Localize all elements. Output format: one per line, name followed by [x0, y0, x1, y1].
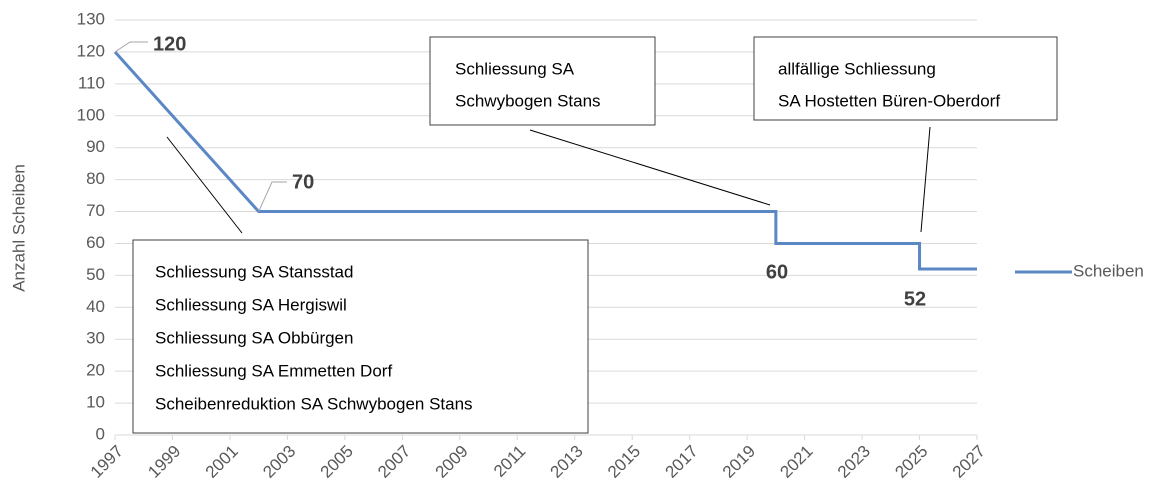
- annotation-text: Schwybogen Stans: [455, 91, 601, 110]
- x-tick-label: 2013: [547, 442, 587, 482]
- data-label: 70: [292, 171, 314, 193]
- data-label: 52: [904, 288, 926, 310]
- x-tick-label: 2001: [202, 442, 242, 482]
- y-tick-label: 30: [86, 329, 105, 348]
- y-tick-label: 20: [86, 361, 105, 380]
- annotation-text: SA Hostetten Büren-Oberdorf: [778, 91, 1000, 110]
- y-tick-label: 0: [96, 424, 105, 443]
- x-tick-label: 2025: [891, 442, 931, 482]
- x-tick-label: 2007: [374, 442, 414, 482]
- annotation-text: Schliessung SA Obbürgen: [155, 328, 353, 347]
- leader-line: [114, 41, 148, 53]
- y-axis-label: Anzahl Scheiben: [9, 164, 28, 292]
- x-tick-label: 2021: [776, 442, 816, 482]
- annotation-box: [753, 36, 1058, 121]
- callout-line: [166, 136, 243, 234]
- annotation-text: Schliessung SA Emmetten Dorf: [155, 361, 392, 380]
- x-tick-label: 1999: [144, 442, 184, 482]
- annotation-box: [132, 239, 589, 434]
- x-tick-label: 1997: [87, 442, 127, 482]
- annotation-text: Schliessung SA Stansstad: [155, 262, 353, 281]
- callout-line: [529, 129, 771, 206]
- data-label: 60: [766, 261, 788, 283]
- y-tick-label: 80: [86, 169, 105, 188]
- callout-line: [920, 126, 931, 233]
- x-tick-label: 2017: [661, 442, 701, 482]
- x-tick-label: 2023: [834, 442, 874, 482]
- annotation-text: Schliessung SA Hergiswil: [155, 295, 347, 314]
- annotation-text: Schliessung SA: [455, 59, 575, 78]
- x-tick-label: 2005: [317, 442, 357, 482]
- data-label: 120: [153, 33, 186, 55]
- x-tick-label: 2019: [719, 442, 759, 482]
- y-tick-label: 110: [78, 73, 105, 92]
- y-tick-label: 40: [86, 297, 105, 316]
- legend-label: Scheiben: [1073, 261, 1144, 280]
- x-tick-label: 2003: [259, 442, 299, 482]
- x-tick-label: 2009: [432, 442, 472, 482]
- annotation-text: allfällige Schliessung: [778, 59, 936, 78]
- x-tick-label: 2015: [604, 442, 644, 482]
- x-tick-label: 2027: [949, 442, 989, 482]
- y-tick-label: 100: [77, 105, 105, 124]
- x-tick-label: 2011: [490, 442, 529, 481]
- y-tick-label: 70: [86, 201, 105, 220]
- y-tick-label: 120: [77, 41, 105, 60]
- annotation-box: [429, 36, 656, 126]
- y-tick-label: 90: [86, 137, 105, 156]
- leader-line: [258, 181, 287, 212]
- annotation-text: Scheibenreduktion SA Schwybogen Stans: [155, 394, 473, 413]
- y-tick-label: 50: [86, 265, 105, 284]
- y-tick-label: 130: [77, 9, 105, 28]
- y-tick-label: 60: [86, 233, 105, 252]
- y-tick-label: 10: [86, 393, 105, 412]
